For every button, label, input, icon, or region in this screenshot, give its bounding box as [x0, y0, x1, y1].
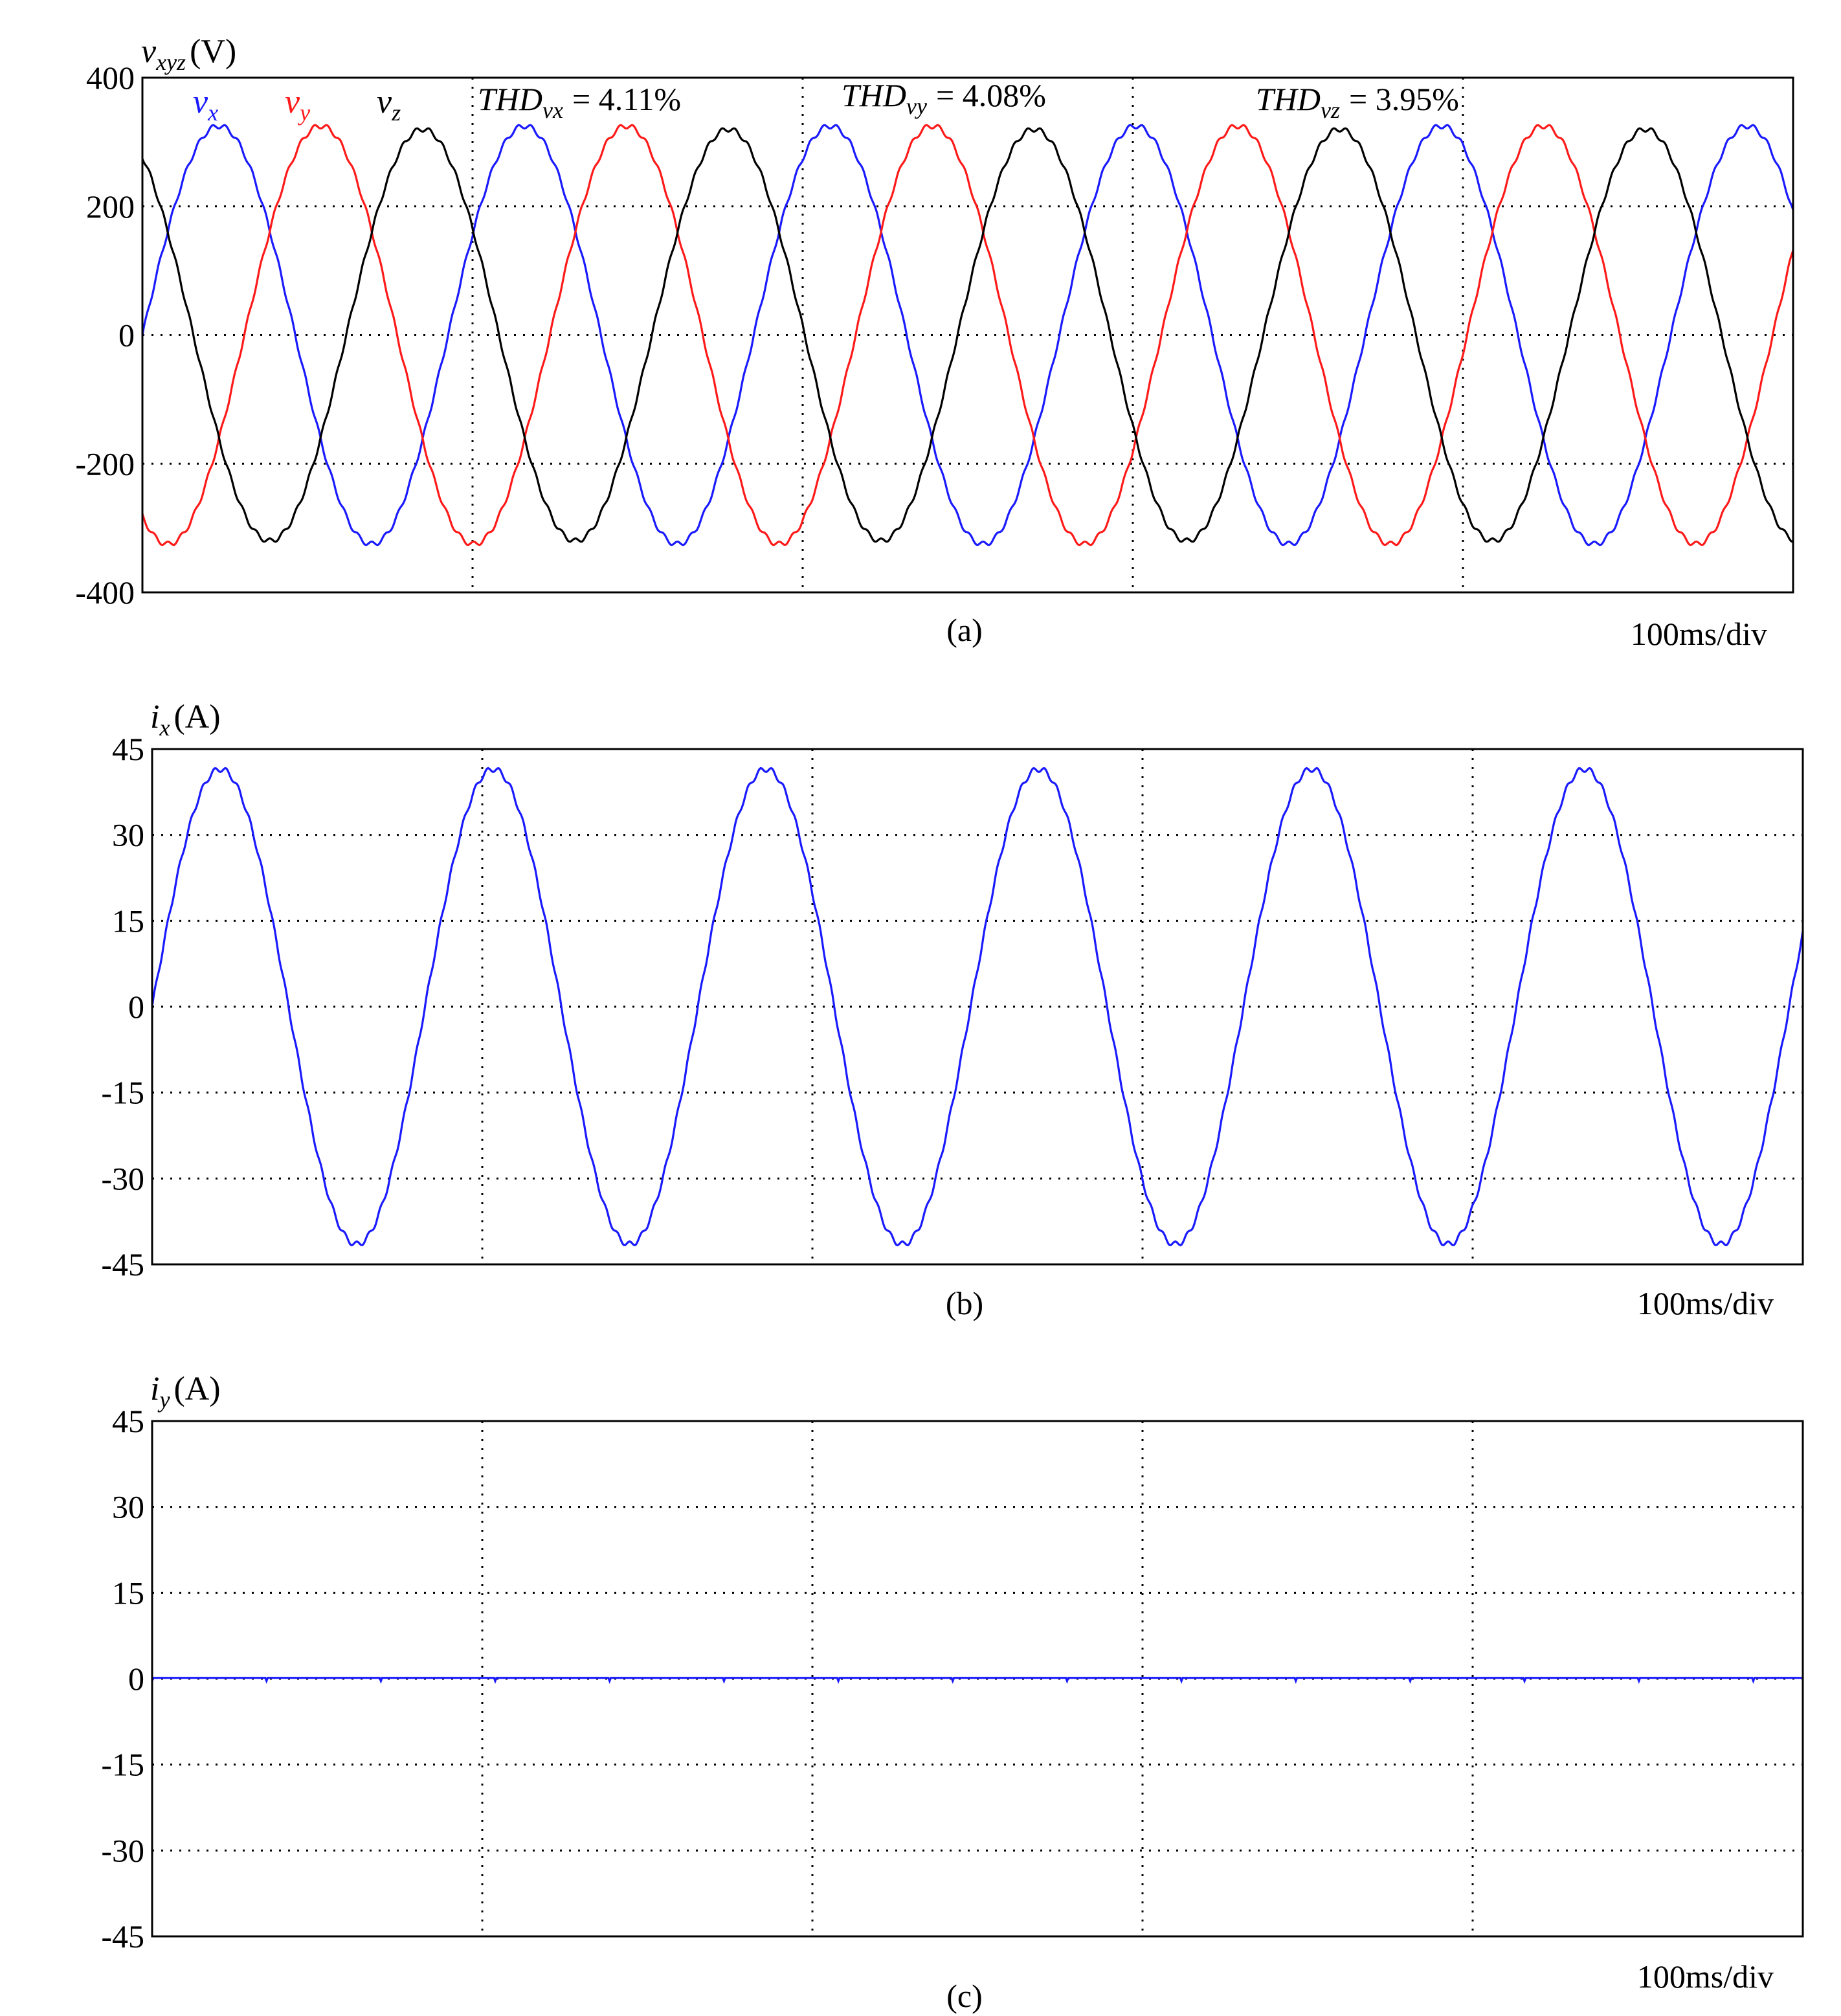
panel-a-y-axis-label: vxyz (V) [141, 33, 236, 75]
y-tick-label: -15 [101, 1747, 144, 1783]
series-line-ix [151, 767, 1804, 1247]
y-tick-label: -400 [75, 574, 135, 610]
panel-a-y-tick-labels: 400 200 0 -200 -400 [75, 60, 135, 610]
panel-c-y-axis-label: iy (A) [150, 1371, 221, 1413]
y-tick-label: -45 [101, 1246, 144, 1282]
y-tick-label: 200 [86, 188, 135, 225]
panel-b-caption: (b) [946, 1285, 983, 1321]
legend-vz-label: vz [377, 84, 401, 126]
panel-c-plot-frame [151, 1420, 1804, 1938]
legend-vx-label: vx [193, 84, 218, 126]
y-tick-label: 0 [128, 1661, 144, 1697]
panel-a-curves [141, 124, 1794, 546]
y-tick-label: -45 [101, 1918, 144, 1954]
y-tick-label: 45 [112, 731, 144, 767]
series-line-vz [141, 127, 1793, 543]
y-tick-label: -15 [101, 1075, 144, 1111]
panel-a-voltage-chart: 400 200 0 -200 -400 vxyz (V) vx vy vz THDvx = … [75, 33, 1794, 652]
panel-b-timebase: 100ms/div [1637, 1285, 1774, 1321]
y-tick-label: 15 [112, 1574, 144, 1611]
annotation-thd-vx: THDvx = 4.11% [478, 81, 681, 123]
series-line-vx [141, 124, 1794, 546]
panel-b-curves [151, 767, 1804, 1247]
legend-vy-label: vy [285, 84, 310, 126]
panel-c-curves [151, 1677, 1803, 1685]
y-tick-label: 400 [86, 60, 135, 96]
panel-b-plot-frame [151, 748, 1804, 1266]
panel-b-y-tick-labels: 45 30 15 0 -15 -30 -45 [101, 731, 144, 1282]
panel-c-timebase: 100ms/div [1637, 1958, 1774, 1995]
y-tick-label: -200 [75, 445, 135, 482]
y-tick-label: 0 [128, 989, 144, 1025]
annotation-thd-vz: THDvz = 3.95% [1256, 81, 1459, 123]
y-tick-label: -30 [101, 1832, 144, 1868]
panel-a-timebase: 100ms/div [1631, 616, 1767, 652]
annotation-thd-vy: THDvy = 4.08% [842, 77, 1046, 119]
panel-a-caption: (a) [946, 612, 983, 648]
panel-c-caption: (c) [946, 1978, 983, 2014]
series-line-iy [151, 1677, 1803, 1685]
panel-c-iy-chart: 45 30 15 0 -15 -30 -45 iy (A) 100ms/div (c) [101, 1371, 1804, 2014]
y-tick-label: 30 [112, 817, 144, 853]
panel-a-gridlines [142, 78, 1793, 592]
panel-c-y-tick-labels: 45 30 15 0 -15 -30 -45 [101, 1403, 144, 1954]
y-tick-label: 30 [112, 1489, 144, 1525]
panel-a-plot-frame [141, 76, 1794, 594]
y-tick-label: 0 [118, 317, 135, 353]
y-tick-label: 45 [112, 1403, 144, 1439]
panel-b-gridlines [152, 749, 1803, 1264]
panel-b-ix-chart: 45 30 15 0 -15 -30 -45 ix (A) (b) 100ms/div [101, 699, 1804, 1321]
panel-b-y-axis-label: ix (A) [150, 699, 221, 741]
y-tick-label: 15 [112, 902, 144, 939]
series-line-vy [141, 124, 1794, 546]
y-tick-label: -30 [101, 1160, 144, 1196]
